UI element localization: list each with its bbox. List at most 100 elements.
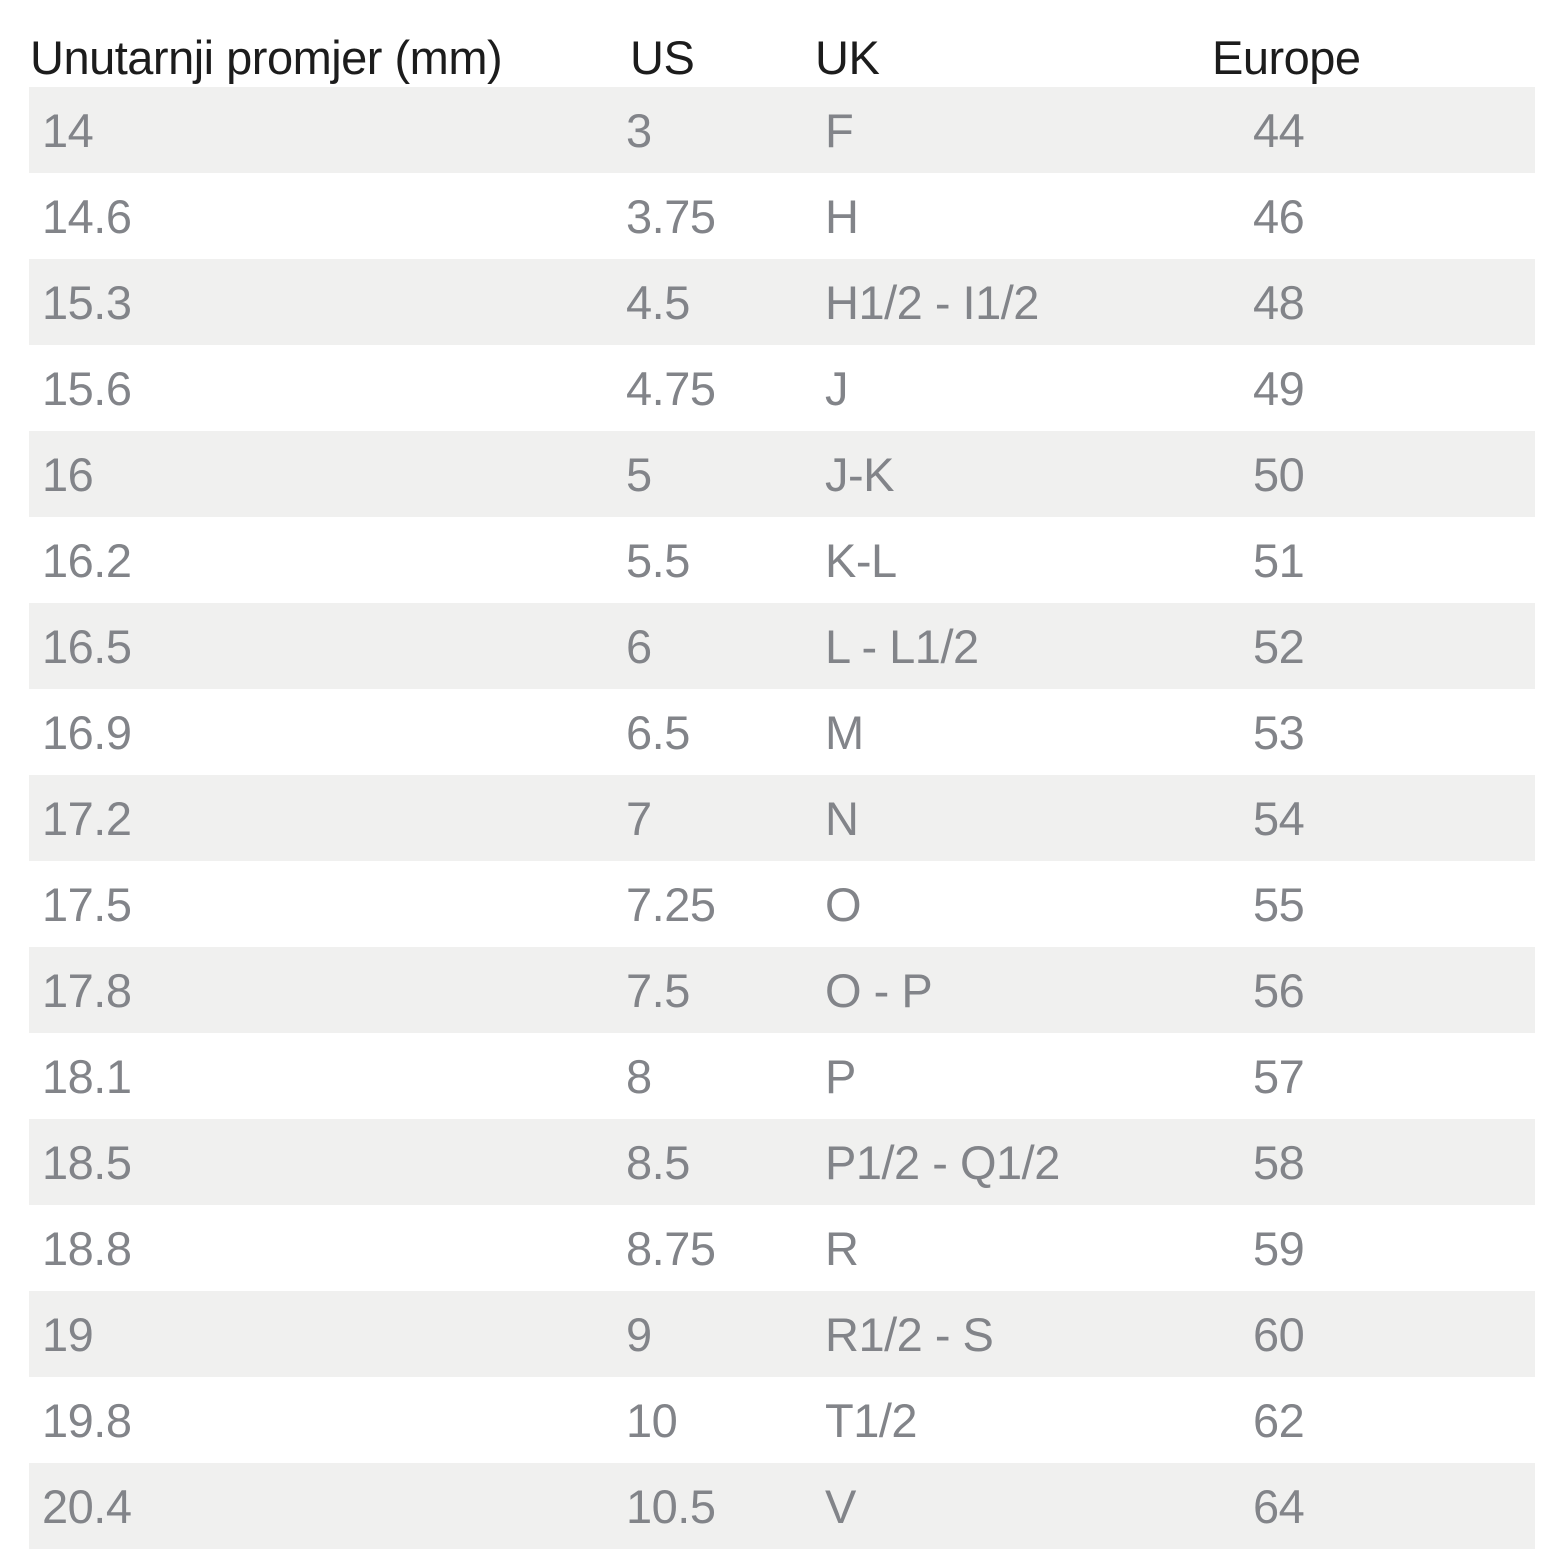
table-row: 16 5 J-K 50 <box>0 431 1563 517</box>
table-body: 14 3 F 44 14.6 3.75 H 46 15.3 4.5 H1/2 -… <box>0 87 1563 1549</box>
right-spacer <box>1535 1033 1563 1119</box>
cell-europe-size: 62 <box>1253 1393 1305 1447</box>
cell-us-size: 4.5 <box>586 259 776 345</box>
table-row: 18.1 8 P 57 <box>0 1033 1563 1119</box>
cell-uk-size: V <box>776 1463 1172 1549</box>
right-spacer <box>1535 87 1563 173</box>
cell-us-size: 6 <box>586 603 776 689</box>
right-spacer <box>1535 1377 1563 1463</box>
table-row: 18.5 8.5 P1/2 - Q1/2 58 <box>0 1119 1563 1205</box>
right-spacer <box>1535 775 1563 861</box>
right-spacer <box>1535 517 1563 603</box>
right-spacer <box>1535 947 1563 1033</box>
table-row: 18.8 8.75 R 59 <box>0 1205 1563 1291</box>
cell-europe-size: 56 <box>1172 947 1535 1033</box>
cell-uk-size: L - L1/2 <box>776 603 1172 689</box>
left-spacer <box>0 1291 29 1377</box>
cell-inner-diameter: 14 <box>29 87 586 173</box>
cell-uk-size: H <box>825 189 859 243</box>
left-spacer <box>0 345 29 431</box>
right-spacer <box>1535 689 1563 775</box>
column-header-uk: UK <box>815 31 880 84</box>
cell-europe-size: 48 <box>1172 259 1535 345</box>
cell-us-size: 3 <box>586 87 776 173</box>
cell-inner-diameter: 20.4 <box>29 1463 586 1549</box>
cell-europe-size: 54 <box>1172 775 1535 861</box>
cell-us-size: 5 <box>586 431 776 517</box>
left-spacer <box>0 1119 29 1205</box>
cell-inner-diameter: 17.2 <box>29 775 586 861</box>
cell-europe-size: 64 <box>1172 1463 1535 1549</box>
left-spacer <box>0 775 29 861</box>
right-spacer <box>1535 0 1563 87</box>
right-spacer <box>1535 861 1563 947</box>
table-row: 14 3 F 44 <box>0 87 1563 173</box>
cell-us-size: 7.25 <box>626 877 716 931</box>
left-spacer <box>0 1033 29 1119</box>
cell-inner-diameter: 17.8 <box>29 947 586 1033</box>
cell-inner-diameter: 16.5 <box>29 603 586 689</box>
cell-us-size: 10 <box>626 1393 678 1447</box>
cell-europe-size: 50 <box>1172 431 1535 517</box>
cell-us-size: 4.75 <box>626 361 716 415</box>
cell-uk-size: M <box>825 705 864 759</box>
right-spacer <box>1535 431 1563 517</box>
cell-inner-diameter: 17.5 <box>42 877 132 931</box>
column-header-europe: Europe <box>1212 31 1361 84</box>
cell-europe-size: 52 <box>1172 603 1535 689</box>
cell-inner-diameter: 19 <box>29 1291 586 1377</box>
left-spacer <box>0 431 29 517</box>
table-row: 17.2 7 N 54 <box>0 775 1563 861</box>
cell-inner-diameter: 16 <box>29 431 586 517</box>
cell-uk-size: O <box>825 877 862 931</box>
cell-uk-size: N <box>776 775 1172 861</box>
column-header-us: US <box>630 31 695 84</box>
cell-europe-size: 44 <box>1172 87 1535 173</box>
cell-inner-diameter: 18.1 <box>42 1049 132 1103</box>
column-header-inner-diameter: Unutarnji promjer (mm) <box>30 31 503 84</box>
table-row: 16.9 6.5 M 53 <box>0 689 1563 775</box>
cell-uk-size: R1/2 - S <box>776 1291 1172 1377</box>
cell-uk-size: K-L <box>825 533 897 587</box>
left-spacer <box>0 947 29 1033</box>
cell-us-size: 9 <box>586 1291 776 1377</box>
left-spacer <box>0 173 29 259</box>
cell-uk-size: R <box>825 1221 859 1275</box>
left-spacer <box>0 87 29 173</box>
cell-us-size: 6.5 <box>626 705 690 759</box>
cell-uk-size: P <box>825 1049 856 1103</box>
right-spacer <box>1535 1119 1563 1205</box>
table-row: 20.4 10.5 V 64 <box>0 1463 1563 1549</box>
right-spacer <box>1535 259 1563 345</box>
cell-inner-diameter: 18.5 <box>29 1119 586 1205</box>
left-spacer <box>0 1377 29 1463</box>
cell-europe-size: 53 <box>1253 705 1305 759</box>
left-spacer <box>0 517 29 603</box>
cell-inner-diameter: 15.6 <box>42 361 132 415</box>
cell-uk-size: O - P <box>776 947 1172 1033</box>
left-spacer <box>0 1463 29 1549</box>
cell-uk-size: P1/2 - Q1/2 <box>776 1119 1172 1205</box>
cell-uk-size: J-K <box>776 431 1172 517</box>
table-row: 17.8 7.5 O - P 56 <box>0 947 1563 1033</box>
cell-us-size: 7.5 <box>586 947 776 1033</box>
cell-europe-size: 58 <box>1172 1119 1535 1205</box>
cell-inner-diameter: 19.8 <box>42 1393 132 1447</box>
cell-uk-size: T1/2 <box>825 1393 918 1447</box>
left-spacer <box>0 1205 29 1291</box>
cell-europe-size: 49 <box>1253 361 1305 415</box>
table-row: 14.6 3.75 H 46 <box>0 173 1563 259</box>
cell-europe-size: 55 <box>1253 877 1305 931</box>
header-row: Unutarnji promjer (mm) US UK Europe <box>0 0 1563 87</box>
cell-us-size: 8.75 <box>626 1221 716 1275</box>
right-spacer <box>1535 345 1563 431</box>
right-spacer <box>1535 173 1563 259</box>
cell-uk-size: H1/2 - I1/2 <box>776 259 1172 345</box>
table-row: 16.5 6 L - L1/2 52 <box>0 603 1563 689</box>
cell-inner-diameter: 16.9 <box>42 705 132 759</box>
cell-us-size: 8 <box>626 1049 652 1103</box>
cell-europe-size: 51 <box>1253 533 1305 587</box>
right-spacer <box>1535 1463 1563 1549</box>
cell-us-size: 3.75 <box>626 189 716 243</box>
